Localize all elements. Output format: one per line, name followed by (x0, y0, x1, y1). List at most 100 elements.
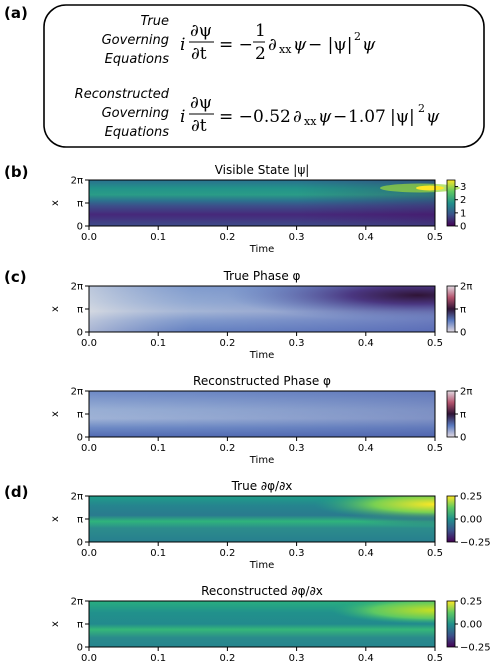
chart-1-ytick-label: π (77, 199, 83, 210)
chart-5-cbar-tick-label: 0.00 (460, 620, 482, 631)
chart-3-ytick-label: 2π (71, 387, 83, 398)
chart-2-cbar-tick-label: π (460, 305, 466, 316)
chart-1-xtick-label: 0.4 (358, 232, 374, 243)
chart-2-xtick-label: 0.5 (427, 338, 443, 349)
chart-2-ytick-label: 2π (71, 282, 83, 293)
chart-2-cbar-tick-label: 0 (460, 328, 466, 339)
equation-box (43, 4, 485, 148)
svg-text:ψ: ψ (293, 35, 307, 55)
chart-1-xlabel: Time (249, 244, 274, 255)
heatmap-true-dphidx (89, 496, 435, 542)
heatmap-reconstructed-dphidx (89, 601, 435, 647)
chart-3-ytick-label: 0 (77, 433, 83, 444)
chart-3-title: Reconstructed Phase φ (193, 374, 331, 388)
svg-text:∂: ∂ (268, 35, 277, 55)
chart-2-xlabel: Time (249, 350, 274, 361)
chart-2-colorbar (446, 285, 456, 333)
svg-text:∂t: ∂t (191, 116, 207, 136)
chart-4-ytick-label: 0 (77, 538, 83, 549)
heatmap-reconstructed-phase (89, 391, 435, 437)
svg-text:= −: = − (219, 107, 253, 127)
chart-5-xtick-label: 0.3 (289, 653, 305, 664)
chart-2-xtick-label: 0.4 (358, 338, 374, 349)
svg-text:xx: xx (304, 115, 317, 128)
chart-1-cbar-tick-label: 2 (460, 195, 466, 206)
chart-2-title: True Phase φ (223, 269, 301, 283)
chart-5-xtick-label: 0.5 (427, 653, 443, 664)
chart-1-ytick-label: 2π (71, 176, 83, 187)
true-label-line-2: Governing (102, 33, 169, 48)
chart-4-xtick-label: 0.3 (289, 548, 305, 559)
chart-4-xtick-label: 0.4 (358, 548, 374, 559)
chart-2-ytick-label: π (77, 305, 83, 316)
chart-1-xtick-label: 0.1 (150, 232, 166, 243)
chart-3-cbar-tick-label: 0 (460, 433, 466, 444)
chart-1-title: Visible State |ψ| (215, 163, 310, 177)
chart-2-ylabel: x (50, 306, 61, 312)
chart-4-xtick-label: 0.2 (219, 548, 235, 559)
chart-3-xtick-label: 0.3 (289, 443, 305, 454)
chart-5-cbar-tick-label: 0.25 (460, 597, 482, 608)
panel-label-a: (a) (4, 4, 28, 22)
reconstructed-nonlinear-coefficient: 1.07 (348, 107, 386, 127)
chart-3-ylabel: x (50, 411, 61, 417)
chart-5-xtick-label: 0.1 (150, 653, 166, 664)
panel-label-c: (c) (4, 268, 27, 286)
chart-3-colorbar (446, 390, 456, 438)
svg-text:∂: ∂ (293, 107, 302, 127)
chart-1-xtick-label: 0.5 (427, 232, 443, 243)
reconstructed-label-line-1: Reconstructed (75, 87, 170, 102)
chart-4-ytick-label: 2π (71, 492, 83, 503)
chart-5-xtick-label: 0.2 (219, 653, 235, 664)
chart-1-cbar-tick-label: 3 (460, 182, 466, 193)
panel-label-d: (d) (4, 483, 28, 501)
chart-4-title: True ∂φ/∂x (231, 479, 293, 493)
chart-4-xtick-label: 0.1 (150, 548, 166, 559)
svg-text:∂t: ∂t (191, 44, 207, 64)
chart-4-xlabel: Time (249, 560, 274, 571)
reconstructed-label-line-2: Governing (102, 106, 169, 121)
reconstructed-label-line-3: Equations (105, 125, 170, 140)
reconstructed-dxx-coefficient: 0.52 (253, 107, 291, 127)
chart-5-colorbar (446, 600, 456, 648)
true-label-line-1: True (140, 14, 169, 29)
svg-text:= −: = − (219, 35, 253, 55)
svg-text:2: 2 (255, 44, 266, 64)
svg-text:∂ψ: ∂ψ (190, 21, 212, 41)
chart-5-title: Reconstructed ∂φ/∂x (201, 584, 323, 598)
chart-1-cbar-tick-label: 1 (460, 208, 466, 219)
axes-layer: Visible State |ψ| 0.0 0.1 0.2 0.3 0.4 0.5 Time 0… (50, 163, 491, 664)
chart-3-cbar-tick-label: π (460, 410, 466, 421)
svg-text:xx: xx (279, 43, 292, 56)
chart-1-colorbar (446, 179, 456, 227)
chart-1-ytick-label: 0 (77, 222, 83, 233)
chart-3-cbar-tick-label: 2π (460, 387, 472, 398)
svg-text:−: − (333, 107, 347, 127)
chart-2-ytick-label: 0 (77, 328, 83, 339)
reconstructed-equation: i ∂ψ ∂t = − 0.52 ∂ xx ψ − 1.07 |ψ| 2 ψ (180, 93, 440, 136)
chart-3-ytick-label: π (77, 410, 83, 421)
true-label-line-3: Equations (105, 52, 170, 67)
true-equation: i ∂ψ ∂t = − 1 2 ∂ xx ψ − |ψ| 2 ψ (180, 21, 376, 64)
chart-4-cbar-tick-label: 0.00 (460, 515, 482, 526)
heatmap-visible-state (89, 180, 460, 226)
svg-text:2: 2 (418, 102, 425, 115)
chart-3-xtick-label: 0.0 (81, 443, 97, 454)
chart-2-cbar-tick-label: 2π (460, 282, 472, 293)
chart-4-cbar-tick-label: −0.25 (460, 538, 491, 549)
svg-text:|ψ|: |ψ| (390, 107, 415, 127)
chart-1-xtick-label: 0.2 (219, 232, 235, 243)
svg-text:1: 1 (255, 21, 266, 41)
chart-1-xtick-label: 0.0 (81, 232, 97, 243)
chart-4-cbar-tick-label: 0.25 (460, 492, 482, 503)
svg-text:i: i (180, 107, 185, 127)
chart-3-xtick-label: 0.1 (150, 443, 166, 454)
true-equation-label: True Governing Equations (102, 14, 170, 67)
chart-1-xtick-label: 0.3 (289, 232, 305, 243)
chart-4-ylabel: x (50, 516, 61, 522)
svg-text:∂ψ: ∂ψ (190, 93, 212, 113)
chart-4-colorbar (446, 495, 456, 543)
chart-5-xtick-label: 0.4 (358, 653, 374, 664)
chart-3-xlabel: Time (249, 455, 274, 466)
